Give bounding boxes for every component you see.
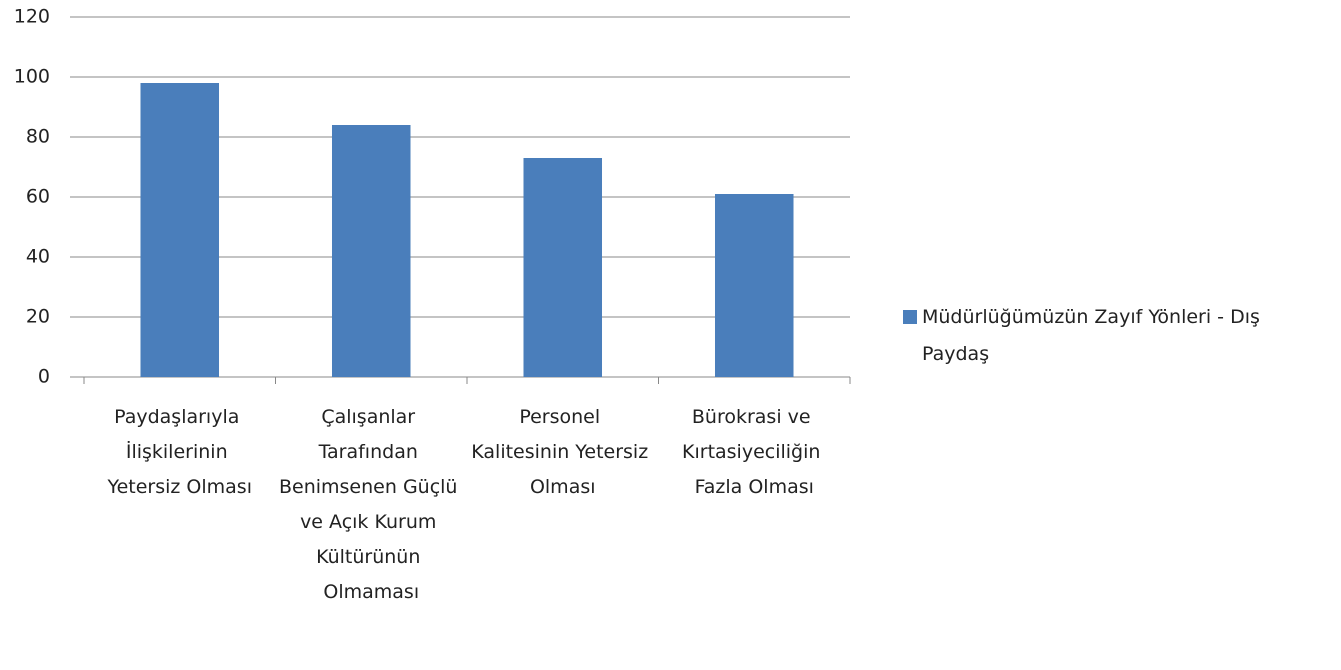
y-tick-label: 40 <box>26 246 50 268</box>
y-tick-label: 20 <box>26 306 50 328</box>
bar <box>331 125 411 377</box>
y-tick-label: 80 <box>26 126 50 148</box>
y-tick-label: 60 <box>26 186 50 208</box>
y-tick-label: 0 <box>38 366 50 388</box>
bar <box>523 158 603 377</box>
legend-swatch <box>903 310 917 324</box>
y-tick-label: 100 <box>14 66 50 88</box>
bar <box>714 194 794 377</box>
x-tick-label: Paydaşlarıyla İlişkilerinin Yetersiz Olm… <box>107 406 252 498</box>
x-tick-label: Çalışanlar Tarafından Benimsenen Güçlü v… <box>279 406 464 603</box>
legend-label: Müdürlüğümüzün Zayıf Yönleri - Dış Payda… <box>922 306 1266 365</box>
y-tick-label: 120 <box>14 6 50 28</box>
x-tick-label: Personel Kalitesinin Yetersiz Olması <box>471 406 654 498</box>
x-tick-label: Bürokrasi ve Kırtasiyeciliğin Fazla Olma… <box>682 406 826 498</box>
bar <box>140 83 220 377</box>
